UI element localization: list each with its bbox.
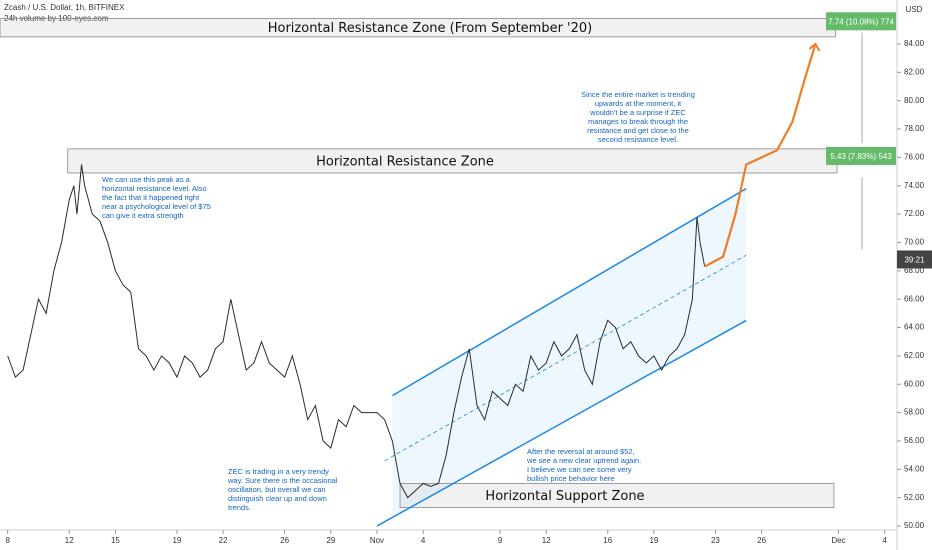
x-tick-label: 4 [421, 536, 426, 545]
x-tick-label: 16 [603, 536, 612, 545]
annotation: resistance and get close to the [587, 126, 689, 135]
channel-fill [392, 188, 747, 518]
channel-line [384, 254, 747, 462]
annotation: near a psychological level of $75 [102, 202, 211, 211]
price-line [7, 164, 706, 499]
y-tick-label: 62.00 [904, 351, 925, 360]
x-tick-label: 9 [498, 536, 503, 545]
x-tick-label: 29 [326, 536, 335, 545]
y-tick-label: 80.00 [904, 96, 925, 105]
y-tick-label: 76.00 [904, 152, 925, 161]
annotation: the fact that it happened right [102, 193, 200, 202]
y-tick-label: 52.00 [904, 493, 925, 502]
symbol: Zcash / U.S. Dollar, 1h, BITFINEX [4, 3, 125, 12]
y-tick-label: 58.00 [904, 408, 925, 417]
annotation: After the reversal at around $52, [527, 447, 635, 456]
annotation: ZEC is trading in a very trendy [228, 467, 329, 476]
price-label-box [826, 12, 896, 31]
annotation: manages to break through the [588, 117, 688, 126]
projection [704, 43, 817, 268]
y-tick-label: 54.00 [904, 464, 925, 473]
y-tick-label: 74.00 [904, 181, 925, 190]
x-tick-label: 12 [65, 536, 74, 545]
x-tick-label: 4 [882, 536, 887, 545]
y-tick-label: 72.00 [904, 209, 925, 218]
zone-label: Horizontal Resistance Zone [316, 154, 494, 169]
annotation: way. Sure there is the occasional [227, 476, 338, 485]
price-label: 5.43 (7.83%) 543 [830, 152, 892, 161]
annotation: distinguish clear up and down [228, 494, 327, 503]
x-tick-label: 12 [542, 536, 551, 545]
y-tick-label: 66.00 [904, 294, 925, 303]
x-tick-label: 8 [5, 536, 10, 545]
x-tick-label: 22 [219, 536, 228, 545]
zone [399, 483, 835, 508]
annotation: can give it extra strength [102, 211, 184, 220]
annotation: I believe we can see some very [527, 465, 632, 474]
annotation: upwards at the moment, it [595, 99, 682, 108]
y-tick-label: 78.00 [904, 124, 925, 133]
x-tick-label: 23 [711, 536, 720, 545]
x-tick-label: Nov [370, 536, 384, 545]
zone-label: Horizontal Support Zone [485, 489, 644, 504]
annotation: wouldn't be a surprise if ZEC [589, 108, 686, 117]
x-tick-label: 26 [757, 536, 766, 545]
projection-arrow [808, 42, 821, 52]
y-tick-label: 68.00 [904, 266, 925, 275]
y-tick-label: 84.00 [904, 39, 925, 48]
price-label: 39:21 [904, 256, 925, 265]
y-tick-label: 60.00 [904, 379, 925, 388]
price-label: 7.74 (10.08%) 774 [828, 17, 894, 26]
annotation: horizontal resistance level. Also [102, 184, 207, 193]
y-tick-label: 64.00 [904, 323, 925, 332]
price-label-box [826, 146, 896, 165]
y-tick-label: 50.00 [904, 521, 925, 530]
price-label-box [897, 250, 932, 269]
y-tick-label: 82.00 [904, 67, 925, 76]
annotation: we see a new clear uptrend again. [526, 456, 641, 465]
annotation: We can use this peak as a [102, 175, 191, 184]
annotation: Since the entire market is trending [581, 90, 695, 99]
channel-line [376, 319, 747, 527]
annotation: second resistance level. [598, 135, 678, 144]
x-tick-label: 19 [172, 536, 181, 545]
channel-line [391, 187, 747, 397]
y-tick-label: 70.00 [904, 238, 925, 247]
currency: USD [906, 5, 923, 14]
y-tick-label: 56.00 [904, 436, 925, 445]
annotation: oscillation, but overall we can [228, 485, 326, 494]
x-tick-label: Dec [831, 536, 845, 545]
zone [67, 148, 838, 174]
x-tick-label: 19 [649, 536, 658, 545]
x-tick-label: 26 [280, 536, 289, 545]
zone-label: Horizontal Resistance Zone (From Septemb… [268, 21, 593, 36]
x-tick-label: 15 [111, 536, 120, 545]
annotation: bullish price behavior here [527, 474, 615, 483]
annotation: trends. [228, 503, 251, 512]
